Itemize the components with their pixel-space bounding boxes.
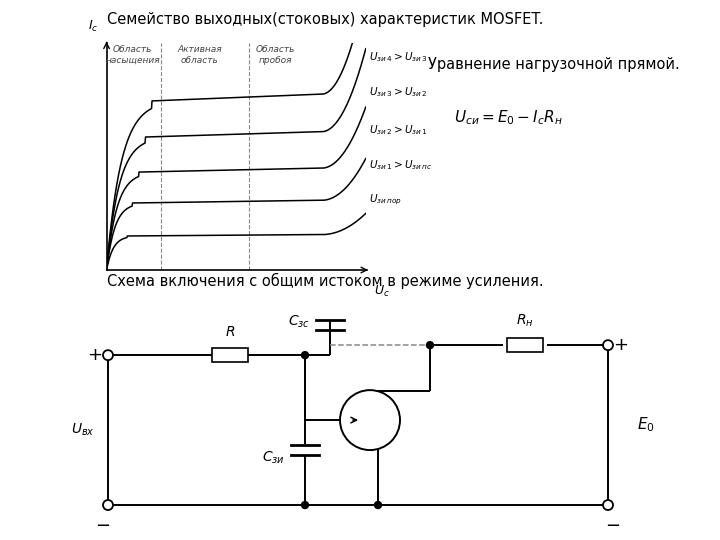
Circle shape [103, 500, 113, 510]
Text: −: − [606, 517, 621, 535]
Text: Семейство выходных(стоковых) характеристик MOSFET.: Семейство выходных(стоковых) характерист… [107, 12, 543, 27]
Text: $C_{зи}$: $C_{зи}$ [262, 450, 285, 466]
Text: $U_{вх}$: $U_{вх}$ [71, 422, 95, 438]
Text: +: + [88, 346, 102, 364]
Circle shape [302, 352, 308, 359]
Text: $U_{си} = E_0 - I_c R_н$: $U_{си} = E_0 - I_c R_н$ [454, 108, 562, 127]
Circle shape [603, 340, 613, 350]
Circle shape [103, 350, 113, 360]
Bar [212, 348, 248, 362]
Text: Область
насыщения: Область насыщения [105, 45, 160, 65]
Text: −: − [96, 517, 111, 535]
Circle shape [603, 500, 613, 510]
Text: $U_{зи\,пор}$: $U_{зи\,пор}$ [369, 193, 402, 207]
Circle shape [302, 502, 308, 509]
Text: $U_с$: $U_с$ [374, 284, 390, 299]
Text: Область
пробоя: Область пробоя [256, 45, 294, 65]
Text: $U_{зи\,1} > U_{зи\,пс}$: $U_{зи\,1} > U_{зи\,пс}$ [369, 158, 433, 172]
Text: $R$: $R$ [225, 325, 235, 339]
Text: Уравнение нагрузочной прямой.: Уравнение нагрузочной прямой. [428, 57, 680, 72]
Text: +: + [613, 336, 629, 354]
Text: $U_{зи\,2} > U_{зи\,1}$: $U_{зи\,2} > U_{зи\,1}$ [369, 123, 428, 137]
Circle shape [374, 502, 382, 509]
Text: Активная
область: Активная область [178, 45, 222, 65]
Circle shape [340, 390, 400, 450]
Text: $R_н$: $R_н$ [516, 313, 534, 329]
Circle shape [426, 342, 433, 349]
Text: $U_{зи\,3} > U_{зи\,2}$: $U_{зи\,3} > U_{зи\,2}$ [369, 85, 428, 99]
Text: $C_{зс}$: $C_{зс}$ [288, 314, 310, 330]
Text: $E_0$: $E_0$ [637, 416, 655, 435]
Text: Схема включения с общим истоком в режиме усиления.: Схема включения с общим истоком в режиме… [107, 273, 543, 289]
Text: $U_{зи\,4} > U_{зи\,3}$: $U_{зи\,4} > U_{зи\,3}$ [369, 50, 428, 64]
Bar [507, 338, 543, 352]
Text: $I_c$: $I_c$ [89, 19, 99, 34]
